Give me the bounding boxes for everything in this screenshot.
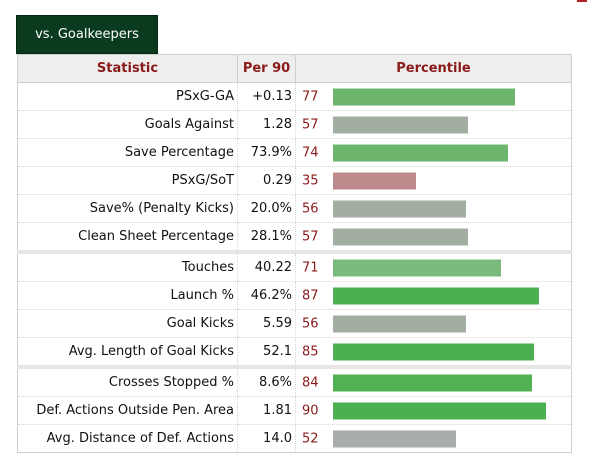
tab-vs-goalkeepers[interactable]: vs. Goalkeepers [16,15,158,54]
stat-name: Avg. Distance of Def. Actions [17,424,238,453]
percentile-value: 57 [302,117,319,132]
per90-value: 8.6% [237,365,296,397]
per90-value: 1.28 [237,110,296,139]
percentile-bar [333,402,546,419]
percentile-cell: 77 [295,82,572,111]
table-body: PSxG-GA +0.13 77 Goals Against 1.28 57 Save Pe… [17,82,572,453]
percentile-bar [333,144,508,161]
percentile-bar [333,315,466,332]
stat-name: Goals Against [17,110,238,139]
table-row: PSxG/SoT 0.29 35 [17,166,572,195]
percentile-cell: 87 [295,281,572,310]
table-row: Goal Kicks 5.59 56 [17,309,572,338]
percentile-bar [333,200,466,217]
per90-value: 1.81 [237,396,296,425]
percentile-cell: 71 [295,250,572,282]
percentile-value: 85 [302,344,319,359]
percentile-value: 74 [302,145,319,160]
stat-name: Save% (Penalty Kicks) [17,194,238,223]
stat-name: Launch % [17,281,238,310]
table-row: Launch % 46.2% 87 [17,281,572,310]
percentile-cell: 52 [295,424,572,453]
percentile-value: 52 [302,431,319,446]
percentile-bar [333,259,501,276]
percentile-value: 71 [302,260,319,275]
per90-value: 40.22 [237,250,296,282]
percentile-cell: 57 [295,222,572,253]
table-row: Avg. Distance of Def. Actions 14.0 52 [17,424,572,453]
header-statistic[interactable]: Statistic [17,54,238,83]
per90-value: 28.1% [237,222,296,253]
percentile-cell: 56 [295,309,572,338]
scouting-report-table: Statistic Per 90 Percentile PSxG-GA +0.13… [17,54,572,453]
stat-name: Avg. Length of Goal Kicks [17,337,238,368]
percentile-cell: 57 [295,110,572,139]
stat-name: PSxG/SoT [17,166,238,195]
percentile-bar [333,172,416,189]
percentile-cell: 56 [295,194,572,223]
percentile-bar [333,287,539,304]
per90-value: 73.9% [237,138,296,167]
stat-name: PSxG-GA [17,82,238,111]
percentile-value: 77 [302,89,319,104]
table-row: Save Percentage 73.9% 74 [17,138,572,167]
stat-name: Def. Actions Outside Pen. Area [17,396,238,425]
percentile-cell: 85 [295,337,572,368]
table-row: PSxG-GA +0.13 77 [17,82,572,111]
table-row: Goals Against 1.28 57 [17,110,572,139]
per90-value: 52.1 [237,337,296,368]
table-row: Touches 40.22 71 [17,250,572,282]
per90-value: 0.29 [237,166,296,195]
percentile-cell: 74 [295,138,572,167]
stat-name: Clean Sheet Percentage [17,222,238,253]
table-row: Crosses Stopped % 8.6% 84 [17,365,572,397]
percentile-bar [333,88,515,105]
decorative-accent [577,0,587,2]
percentile-value: 35 [302,173,319,188]
percentile-cell: 35 [295,166,572,195]
percentile-value: 56 [302,316,319,331]
percentile-bar [333,343,534,360]
stat-name: Save Percentage [17,138,238,167]
percentile-bar [333,430,456,447]
table-row: Def. Actions Outside Pen. Area 1.81 90 [17,396,572,425]
per90-value: 14.0 [237,424,296,453]
table-row: Clean Sheet Percentage 28.1% 57 [17,222,572,253]
percentile-cell: 90 [295,396,572,425]
per90-value: 20.0% [237,194,296,223]
percentile-value: 90 [302,403,319,418]
percentile-value: 57 [302,229,319,244]
per90-value: 5.59 [237,309,296,338]
percentile-bar [333,374,532,391]
percentile-value: 87 [302,288,319,303]
per90-value: 46.2% [237,281,296,310]
stat-name: Touches [17,250,238,282]
percentile-cell: 84 [295,365,572,397]
table-row: Save% (Penalty Kicks) 20.0% 56 [17,194,572,223]
stat-name: Crosses Stopped % [17,365,238,397]
per90-value: +0.13 [237,82,296,111]
percentile-value: 56 [302,201,319,216]
stat-name: Goal Kicks [17,309,238,338]
table-row: Avg. Length of Goal Kicks 52.1 85 [17,337,572,368]
header-per90[interactable]: Per 90 [237,54,296,83]
table-header: Statistic Per 90 Percentile [17,54,572,83]
percentile-bar [333,228,468,245]
percentile-bar [333,116,468,133]
percentile-value: 84 [302,375,319,390]
header-percentile[interactable]: Percentile [295,54,572,83]
